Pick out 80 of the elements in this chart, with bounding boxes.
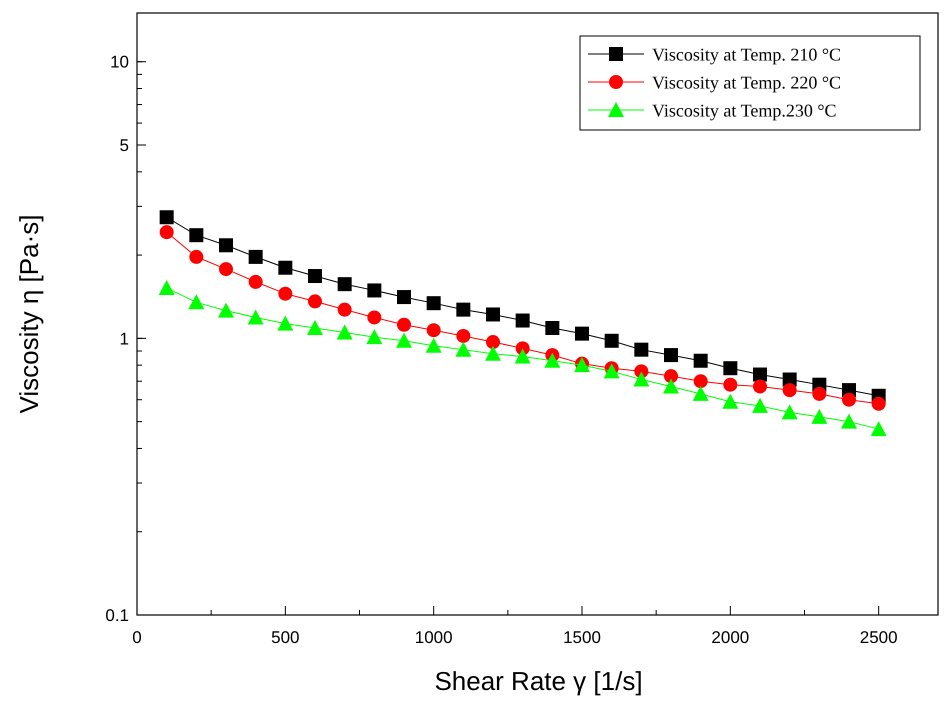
x-tick-label: 2500: [860, 628, 898, 647]
point: [752, 398, 768, 413]
point: [604, 363, 620, 378]
point: [308, 269, 322, 284]
point: [336, 324, 353, 340]
point: [722, 394, 738, 409]
point: [189, 228, 204, 242]
point: [277, 316, 294, 331]
point: [723, 361, 738, 376]
point: [219, 262, 233, 276]
point: [397, 318, 411, 332]
point: [307, 320, 323, 336]
point: [692, 386, 709, 401]
point: [426, 296, 441, 310]
point: [812, 386, 826, 401]
point: [664, 369, 678, 384]
point: [218, 302, 234, 318]
point: [188, 294, 204, 310]
point: [189, 250, 204, 264]
y-tick-label: 5: [120, 136, 129, 155]
point: [575, 326, 589, 341]
x-tick-label: 0: [132, 628, 142, 647]
point: [338, 302, 352, 317]
point: [426, 323, 441, 338]
point: [634, 342, 648, 357]
point: [278, 286, 292, 301]
point: [219, 238, 233, 252]
point: [338, 277, 352, 292]
point: [811, 408, 828, 424]
point: [456, 328, 470, 343]
point: [158, 280, 175, 296]
point: [753, 379, 767, 394]
point: [544, 352, 560, 368]
point: [782, 383, 797, 398]
point: [723, 378, 738, 392]
point: [694, 354, 708, 368]
point: [160, 210, 174, 224]
point: [872, 396, 886, 411]
point: [514, 348, 531, 364]
x-tick-label: 1000: [414, 628, 453, 647]
point: [516, 314, 530, 328]
point: [870, 421, 887, 436]
point: [248, 309, 264, 324]
y-tick-label: 10: [110, 52, 129, 72]
point: [633, 372, 650, 387]
point: [486, 335, 500, 350]
point: [248, 274, 263, 289]
point: [545, 321, 560, 336]
point: [604, 334, 619, 348]
x-axis-title: Shear Rate γ [1/s]: [434, 666, 643, 696]
point: [664, 348, 678, 362]
point: [841, 414, 857, 429]
point: [367, 283, 382, 298]
point: [366, 329, 382, 344]
point: [456, 302, 470, 317]
point: [694, 374, 708, 388]
point: [397, 290, 411, 304]
y-axis-title: Viscosity η [Pa·s]: [14, 214, 44, 414]
y-tick-label: 0.1: [105, 606, 129, 625]
point: [396, 332, 412, 348]
point: [753, 368, 767, 382]
point: [782, 404, 798, 420]
legend-label: Viscosity at Temp. 210 °C: [652, 44, 842, 64]
x-tick-label: 500: [271, 628, 300, 647]
point: [278, 260, 292, 275]
y-tick-label: 1: [120, 329, 129, 348]
point: [485, 346, 501, 361]
x-tick-label: 1500: [563, 628, 601, 647]
point: [486, 307, 500, 322]
point: [426, 338, 442, 353]
point: [367, 310, 382, 324]
legend-label: Viscosity at Temp.230 °C: [652, 100, 837, 120]
point: [160, 225, 174, 240]
x-tick-label: 2000: [711, 628, 750, 647]
point: [308, 294, 322, 308]
point: [248, 250, 263, 264]
point: [842, 392, 856, 407]
point: [455, 342, 472, 357]
legend-label: Viscosity at Temp. 220 °C: [652, 72, 842, 92]
point: [663, 378, 679, 394]
